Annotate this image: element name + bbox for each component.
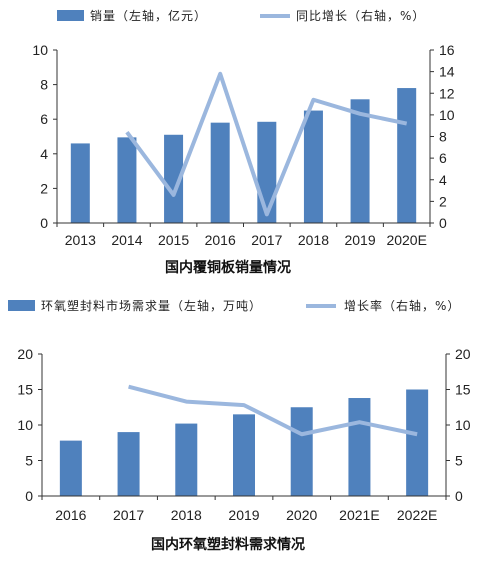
right-tick-label: 0: [455, 488, 463, 504]
legend-bar-swatch: [8, 300, 35, 311]
bar-2020E: [397, 88, 417, 223]
x-tick-label: 2016: [205, 232, 236, 248]
line-series: [125, 71, 408, 217]
line-series: [128, 384, 418, 437]
x-tick-label: 2017: [113, 507, 144, 523]
bar-2016: [59, 440, 82, 496]
legend-bar-swatch: [57, 10, 84, 21]
x-tick-label: 2016: [55, 507, 86, 523]
right-tick-label: 10: [439, 107, 455, 123]
left-tick-label: 2: [40, 180, 48, 196]
bar-2022E: [406, 389, 429, 496]
bar-2015: [164, 134, 184, 223]
x-tick-label: 2013: [65, 232, 96, 248]
bar-2019: [233, 414, 255, 496]
bar-2014: [117, 137, 137, 223]
right-tick-label: 4: [439, 172, 447, 188]
bar-2018: [175, 423, 198, 496]
bar-2020: [290, 407, 313, 496]
legend-line-label: 增长率（右轴，%）: [344, 298, 460, 313]
x-tick-label: 2022E: [397, 507, 437, 523]
right-tick-label: 0: [439, 215, 447, 231]
chart-title: 国内环氧塑封料需求情况: [151, 536, 305, 553]
x-tick-label: 2019: [228, 507, 259, 523]
bar-2019: [350, 99, 370, 223]
chart-2: 环氧塑封料市场需求量（左轴，万吨） 增长率（右轴，%） 0 5 10 15 20 0 5 10…: [8, 298, 471, 553]
left-tick-label: 5: [25, 453, 33, 469]
legend-bar-label: 环氧塑封料市场需求量（左轴，万吨）: [41, 298, 262, 313]
left-tick-label: 6: [40, 111, 48, 127]
x-tick-label: 2021E: [339, 507, 379, 523]
right-tick-label: 2: [439, 193, 447, 209]
bar-series: [70, 88, 417, 223]
legend: 环氧塑封料市场需求量（左轴，万吨） 增长率（右轴，%）: [8, 298, 460, 313]
bar-2016: [210, 122, 230, 223]
bar-2013: [70, 143, 90, 223]
x-tick-label: 2018: [171, 507, 202, 523]
x-tick-label: 2015: [158, 232, 189, 248]
right-tick-label: 14: [439, 64, 455, 80]
bar-2017: [117, 432, 140, 496]
x-tick-label: 2017: [251, 232, 282, 248]
right-tick-label: 12: [439, 85, 455, 101]
right-tick-label: 6: [439, 150, 447, 166]
left-tick-label: 0: [40, 215, 48, 231]
chart-1: 销量（左轴，亿元） 同比增长（右轴，%） 0 2 4 6 8 10 0 2 4 6 8 10 12 14 1…: [32, 8, 454, 276]
x-tick-label: 2020: [286, 507, 317, 523]
right-tick-label: 8: [439, 129, 447, 145]
left-tick-label: 8: [40, 77, 48, 93]
right-tick-label: 15: [455, 382, 471, 398]
left-tick-label: 20: [17, 346, 33, 362]
bar-2017: [257, 121, 277, 223]
chart-title: 国内覆铜板销量情况: [165, 259, 291, 276]
left-tick-label: 0: [25, 488, 33, 504]
left-tick-label: 10: [32, 42, 48, 58]
x-tick-label: 2019: [344, 232, 375, 248]
axes: 0 2 4 6 8 10 0 2 4 6 8 10 12 14 16 2013 2014 2015 2016 2017…: [32, 42, 454, 248]
left-tick-label: 4: [40, 146, 48, 162]
left-tick-label: 10: [17, 417, 33, 433]
left-tick-label: 15: [17, 382, 33, 398]
legend-line-label: 同比增长（右轴，%）: [296, 8, 425, 23]
x-tick-label: 2020E: [386, 232, 426, 248]
x-tick-label: 2018: [298, 232, 329, 248]
right-tick-label: 16: [439, 42, 455, 58]
right-tick-label: 20: [455, 346, 471, 362]
axes: 0 5 10 15 20 0 5 10 15 20 2016 2017 2018 2019 2020 2021…: [17, 346, 470, 523]
growth-line: [128, 384, 418, 437]
bar-2018: [303, 110, 323, 223]
legend-bar-label: 销量（左轴，亿元）: [90, 8, 207, 23]
bar-2021E: [348, 398, 371, 496]
legend: 销量（左轴，亿元） 同比增长（右轴，%）: [57, 8, 425, 23]
right-tick-label: 5: [455, 453, 463, 469]
right-tick-label: 10: [455, 417, 471, 433]
x-tick-label: 2014: [111, 232, 142, 248]
